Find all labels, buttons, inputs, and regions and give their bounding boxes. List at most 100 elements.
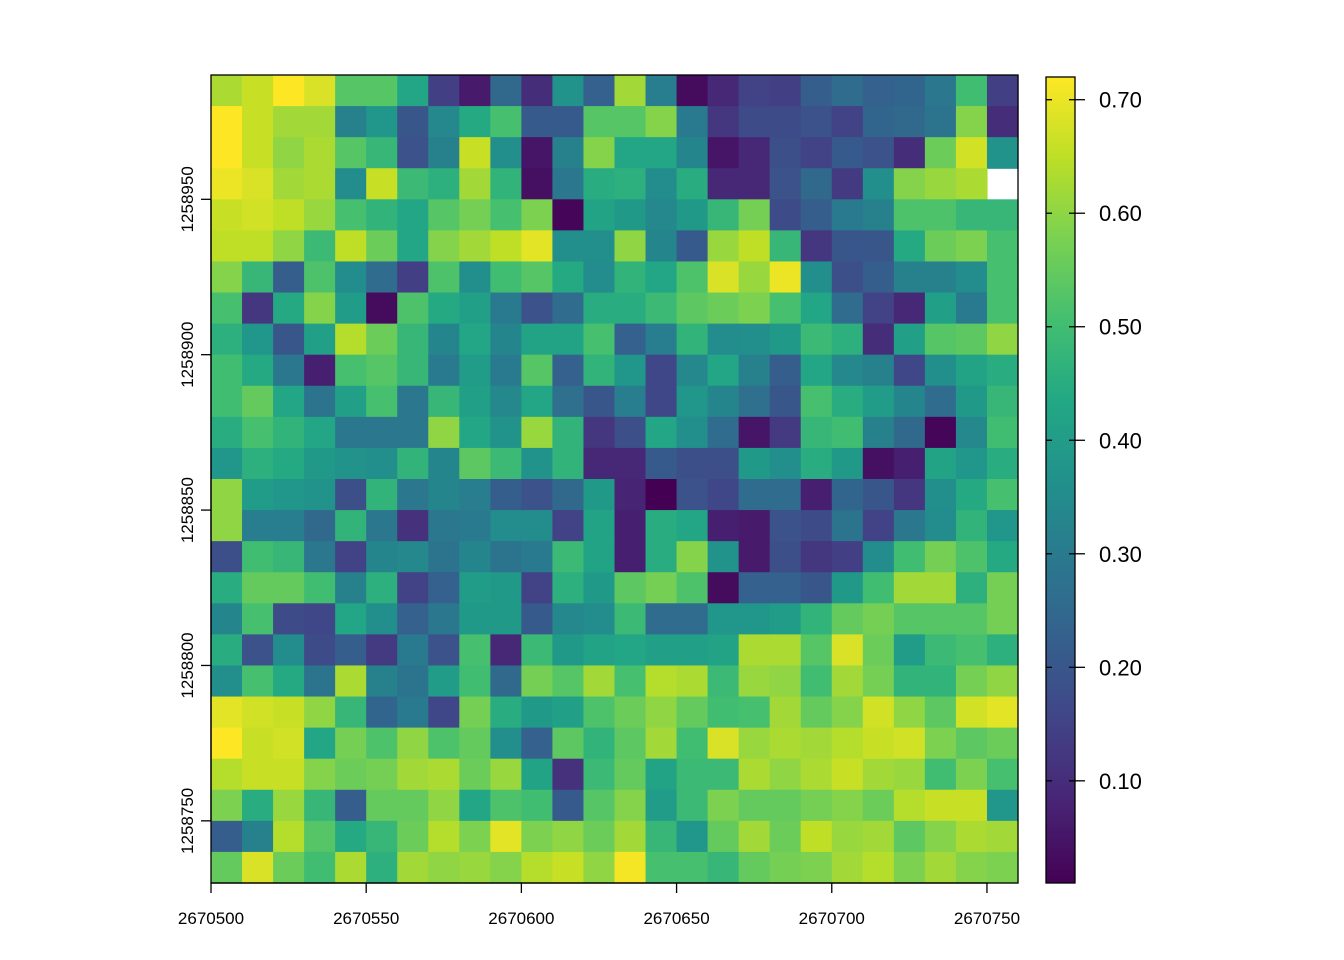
heatmap-cell [304, 510, 336, 542]
heatmap-cell [676, 665, 709, 698]
heatmap-cell [273, 510, 305, 542]
heatmap-cell [924, 634, 957, 667]
heatmap-cell [924, 572, 957, 604]
heatmap-cell [366, 447, 398, 480]
heatmap-cell [583, 820, 616, 853]
heatmap-cell [304, 323, 336, 356]
heatmap-cell [583, 385, 616, 418]
heatmap-cell [955, 230, 988, 263]
heatmap-cell [986, 261, 1019, 294]
heatmap-cell [645, 292, 678, 325]
heatmap-cell [242, 292, 274, 325]
heatmap-cell [552, 510, 585, 542]
heatmap-cell [769, 199, 802, 231]
colorbar-tick-label: 0.60 [1099, 201, 1142, 226]
heatmap-cell [583, 292, 616, 325]
heatmap-cell [955, 385, 988, 418]
heatmap-cell [924, 541, 957, 573]
heatmap-cell [490, 447, 522, 480]
heatmap-cell [986, 572, 1019, 604]
heatmap-cell [366, 168, 398, 200]
heatmap-cell [955, 603, 988, 635]
heatmap-cell [242, 665, 274, 698]
heatmap-cell [738, 261, 771, 294]
heatmap-cell [428, 199, 460, 231]
heatmap-cell [645, 447, 678, 480]
heatmap-cell [335, 851, 367, 884]
heatmap-cell [769, 230, 802, 263]
heatmap-cell [335, 199, 367, 231]
heatmap-cell [428, 354, 460, 387]
heatmap-cell [397, 230, 429, 263]
heatmap-cell [273, 199, 305, 231]
heatmap-cell [676, 261, 709, 294]
heatmap-cell [862, 541, 895, 573]
heatmap-cell [428, 416, 460, 449]
heatmap-cell [366, 75, 398, 107]
heatmap-cell [800, 354, 833, 387]
heatmap-cell [924, 168, 957, 200]
heatmap-cell [676, 199, 709, 231]
heatmap-cell [614, 634, 647, 667]
heatmap-cell [459, 820, 491, 853]
heatmap-cell [397, 479, 429, 511]
heatmap-cell [738, 106, 771, 138]
heatmap-cell [614, 230, 647, 263]
heatmap-cell [831, 292, 864, 325]
heatmap-cell [211, 696, 243, 729]
heatmap-cell [304, 820, 336, 853]
heatmap-cell [211, 758, 243, 791]
heatmap-cell [893, 230, 926, 263]
heatmap-cell [242, 541, 274, 573]
heatmap-cell [552, 137, 585, 169]
heatmap-cell [459, 261, 491, 294]
heatmap-cell [304, 385, 336, 418]
heatmap-cell [924, 789, 957, 822]
heatmap-cell [304, 479, 336, 511]
heatmap-cell [676, 416, 709, 449]
heatmap-cell [583, 447, 616, 480]
heatmap-cell [242, 323, 274, 356]
heatmap-cell [769, 261, 802, 294]
heatmap-cell [986, 385, 1019, 418]
heatmap-cell [335, 106, 367, 138]
heatmap-cell [924, 199, 957, 231]
heatmap-cell [459, 789, 491, 822]
heatmap-cell [955, 416, 988, 449]
heatmap-cell [862, 416, 895, 449]
heatmap-cell [707, 851, 740, 884]
heatmap-cell [521, 851, 554, 884]
heatmap-cell [831, 603, 864, 635]
heatmap-cell [986, 727, 1019, 760]
heatmap-cell [397, 727, 429, 760]
heatmap-cell [862, 75, 895, 107]
heatmap-cell [614, 261, 647, 294]
heatmap-cell [769, 572, 802, 604]
heatmap-cell [831, 230, 864, 263]
heatmap-cell [521, 665, 554, 698]
heatmap-cell [521, 696, 554, 729]
heatmap-cell [738, 479, 771, 511]
heatmap-cell [986, 416, 1019, 449]
heatmap-cell [521, 106, 554, 138]
heatmap-cell [614, 354, 647, 387]
heatmap-cell [831, 727, 864, 760]
heatmap-cell [366, 230, 398, 263]
heatmap-cell [397, 820, 429, 853]
heatmap-cell [707, 634, 740, 667]
heatmap-cell [893, 603, 926, 635]
heatmap-cell [335, 820, 367, 853]
heatmap-cell [862, 354, 895, 387]
heatmap-cell [397, 541, 429, 573]
heatmap-cell [645, 789, 678, 822]
heatmap-cell [304, 447, 336, 480]
heatmap-cell [459, 199, 491, 231]
heatmap-cell [521, 416, 554, 449]
heatmap-cell [769, 479, 802, 511]
x-tick-label: 2670700 [799, 909, 865, 928]
heatmap-cell [645, 510, 678, 542]
heatmap-cell [366, 696, 398, 729]
heatmap-cell [304, 75, 336, 107]
heatmap-cell [521, 385, 554, 418]
heatmap-cell [335, 696, 367, 729]
